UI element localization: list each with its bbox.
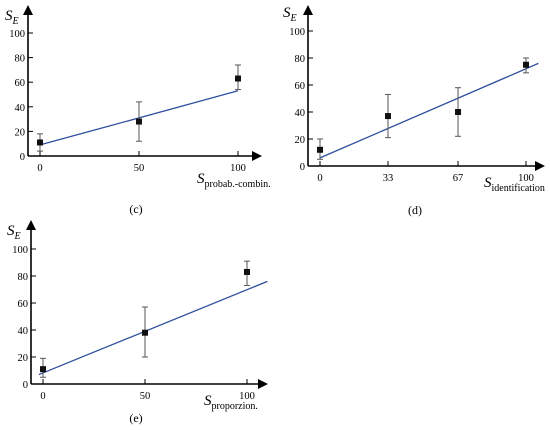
y-tick-label: 80 [295,54,306,65]
data-point [317,146,323,153]
y-tick-label: 40 [295,108,306,119]
x-axis-label: Sidentification [484,175,545,194]
y-tick-label: 80 [18,272,29,283]
y-tick-label: 0 [23,380,28,391]
y-tick-label: 100 [289,27,305,38]
x-tick-label: 100 [230,163,246,174]
panel-caption: (d) [408,203,422,217]
data-point [235,75,241,82]
x-axis-arrow [258,379,268,389]
x-axis-label: Sproporzion. [204,393,258,412]
fit-line [38,280,268,376]
y-tick-label: 60 [15,78,26,89]
y-tick-label: 40 [18,326,29,337]
data-point [384,113,391,120]
x-axis-label: Sprobab.-combin. [197,171,271,190]
y-tick-label: 60 [18,299,29,310]
y-axis-label: SE [5,8,19,27]
y-tick-label: 0 [300,162,305,173]
data-point [142,329,148,336]
data-point [523,61,529,68]
y-axis-arrow [23,5,33,15]
x-tick-label: 0 [317,173,322,184]
x-axis-arrow [535,161,545,171]
chart-panel-e: 0 20 40 60 80 100 0 50 100 SE Sproporzion. (e) [7,220,268,425]
y-tick-label: 100 [9,29,25,40]
data-point [37,139,43,146]
x-tick-label: 0 [40,391,45,402]
y-axis-arrow [303,5,313,15]
fit-line [319,62,539,159]
chart-panel-d: 0 20 40 60 80 100 0 33 67 100 SE Sidentification (d) [283,5,545,217]
data-point [136,118,142,125]
y-tick-label: 100 [12,245,28,256]
x-tick-label: 50 [134,163,145,174]
y-tick-label: 20 [18,353,29,364]
y-tick-label: 40 [15,103,26,114]
x-tick-label: 67 [453,173,464,184]
y-tick-label: 20 [295,135,306,146]
x-tick-label: 33 [383,173,394,184]
y-tick-label: 0 [20,152,25,163]
data-point [244,268,250,275]
panel-caption: (c) [129,202,142,216]
y-axis-label: SE [283,5,297,24]
y-tick-label: 80 [15,54,26,65]
x-tick-label: 0 [37,163,42,174]
x-axis-arrow [252,151,262,161]
y-axis-arrow [26,220,36,230]
data-point [455,109,462,115]
y-tick-label: 60 [295,81,306,92]
x-tick-label: 100 [518,173,534,184]
panel-caption: (e) [129,411,142,425]
x-tick-label: 100 [239,391,255,402]
x-tick-label: 50 [140,391,151,402]
data-point [40,366,46,373]
y-axis-label: SE [7,223,21,242]
chart-panel-c: 0 20 40 60 80 100 0 50 100 SE Sprobab.-combin. (c) [5,5,271,216]
y-tick-label: 20 [15,127,26,138]
